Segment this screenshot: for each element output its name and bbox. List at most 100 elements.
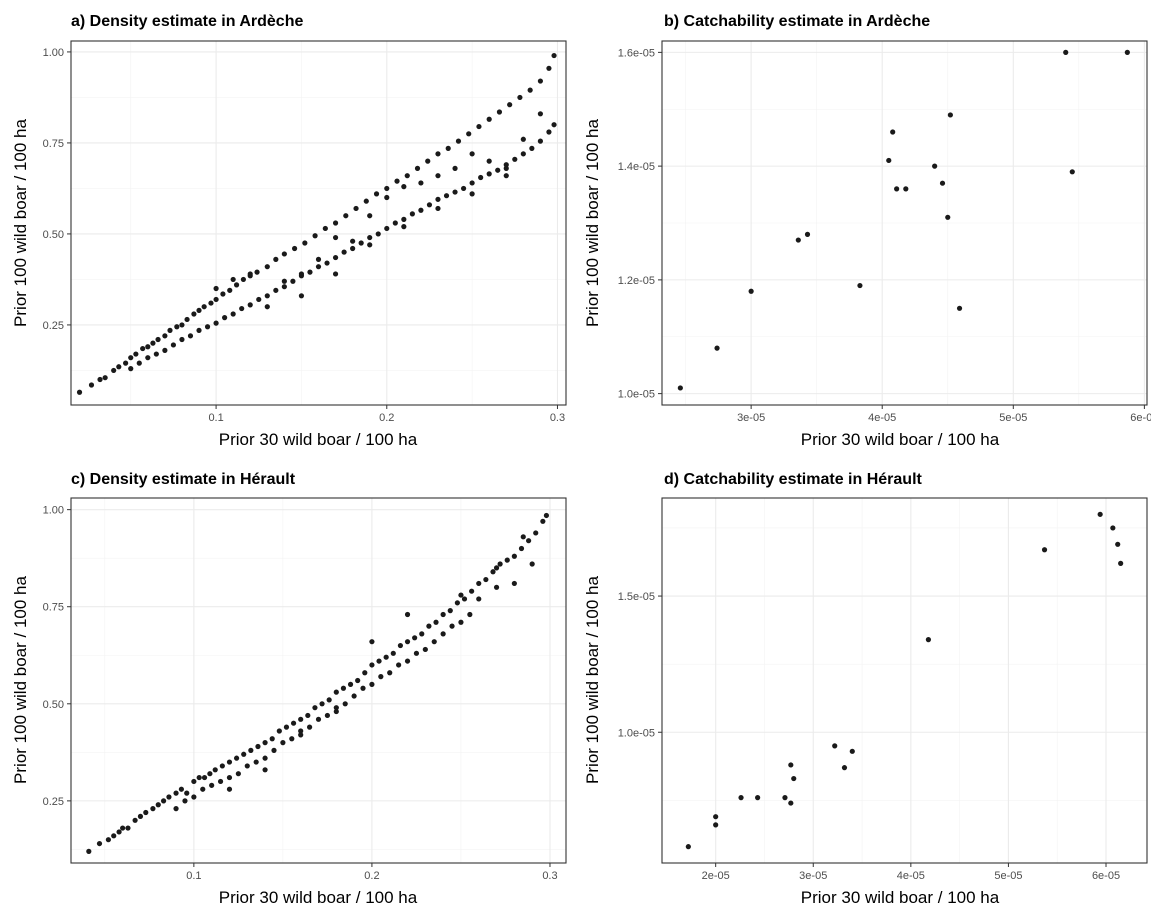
x-tick-label: 0.3	[550, 412, 565, 424]
data-point	[239, 305, 245, 312]
data-point	[1063, 49, 1069, 55]
data-point	[455, 138, 462, 144]
data-point	[155, 802, 161, 808]
data-point	[137, 813, 144, 820]
data-point	[298, 732, 304, 738]
data-point	[302, 240, 308, 246]
data-point	[128, 355, 134, 361]
data-point	[440, 611, 446, 618]
data-point	[105, 837, 111, 843]
data-point	[333, 705, 339, 711]
data-point	[116, 829, 122, 835]
data-point	[324, 260, 330, 266]
data-point	[486, 158, 492, 164]
chart-title: c) Density estimate in Hérault	[71, 471, 296, 488]
data-point	[748, 288, 754, 294]
data-point	[490, 569, 496, 575]
data-point	[543, 512, 550, 519]
data-point	[116, 364, 122, 370]
data-point	[196, 327, 202, 333]
data-point	[128, 366, 134, 372]
data-point	[433, 619, 439, 625]
data-point	[511, 580, 517, 587]
data-point	[220, 291, 226, 297]
data-point	[419, 631, 425, 637]
data-point	[281, 284, 287, 290]
data-point	[841, 765, 848, 771]
data-point	[350, 245, 356, 252]
data-point	[551, 122, 557, 128]
data-point	[714, 345, 720, 351]
data-point	[447, 608, 453, 614]
data-point	[713, 814, 719, 820]
data-point	[292, 245, 298, 252]
data-point	[1118, 560, 1124, 566]
data-point	[182, 798, 188, 804]
data-point	[903, 186, 909, 192]
data-point	[254, 269, 260, 275]
chart-panel-a: 0.1 0.2 0.3 0.25 0.50 0.75 1.00 a) Density esti…	[11, 13, 567, 449]
data-point	[511, 553, 517, 559]
data-point	[1115, 541, 1121, 547]
data-point	[76, 389, 83, 395]
data-point	[353, 205, 359, 212]
data-point	[351, 693, 357, 699]
data-point	[281, 278, 287, 284]
panel-border	[661, 497, 1148, 864]
data-point	[153, 351, 159, 357]
data-point	[469, 588, 475, 594]
x-tick-label: 4e-05	[868, 412, 896, 424]
data-point	[503, 162, 509, 168]
data-point	[461, 596, 468, 602]
x-tick-label: 6e-05	[1130, 412, 1151, 424]
data-point	[187, 333, 194, 339]
data-point	[540, 518, 546, 524]
data-point	[155, 336, 161, 343]
data-point	[384, 185, 390, 192]
data-point	[435, 173, 441, 179]
y-tick-label: 1.2e-05	[618, 275, 655, 287]
data-point	[414, 165, 421, 171]
panel-background	[662, 498, 1147, 863]
data-point	[537, 78, 544, 84]
data-point	[367, 242, 373, 248]
data-point	[326, 697, 332, 703]
data-point	[120, 825, 126, 831]
data-point	[233, 755, 240, 761]
data-point	[367, 213, 373, 219]
x-tick-label: 0.1	[208, 412, 223, 424]
y-tick-label: 1.4e-05	[618, 161, 655, 173]
data-point	[404, 639, 411, 645]
data-point	[136, 360, 142, 366]
data-point	[342, 701, 348, 707]
data-point	[804, 231, 811, 237]
data-point	[289, 736, 295, 742]
y-tick-label: 1.00	[43, 505, 64, 517]
data-point	[273, 287, 279, 293]
y-axis-title: Prior 100 wild boar / 100 ha	[583, 576, 602, 784]
y-tick-label: 1.5e-05	[618, 591, 655, 603]
panel-border	[70, 40, 567, 406]
data-point	[738, 795, 744, 801]
data-point	[264, 264, 270, 270]
data-point	[947, 112, 953, 118]
data-point	[894, 186, 900, 192]
data-point	[226, 774, 233, 781]
data-point	[1069, 169, 1075, 175]
data-point	[503, 173, 509, 179]
data-point	[273, 256, 279, 262]
data-point	[469, 191, 475, 197]
data-point	[170, 342, 177, 348]
data-point	[213, 320, 219, 326]
data-point	[201, 304, 207, 310]
data-point	[86, 848, 92, 854]
data-point	[162, 333, 168, 339]
y-axis-title: Prior 100 wild boar / 100 ha	[11, 119, 30, 327]
data-point	[493, 584, 500, 590]
x-tick-label: 5e-05	[994, 870, 1022, 882]
data-point	[280, 740, 286, 746]
data-point	[162, 347, 168, 353]
data-point	[217, 778, 224, 785]
data-point	[685, 844, 691, 850]
